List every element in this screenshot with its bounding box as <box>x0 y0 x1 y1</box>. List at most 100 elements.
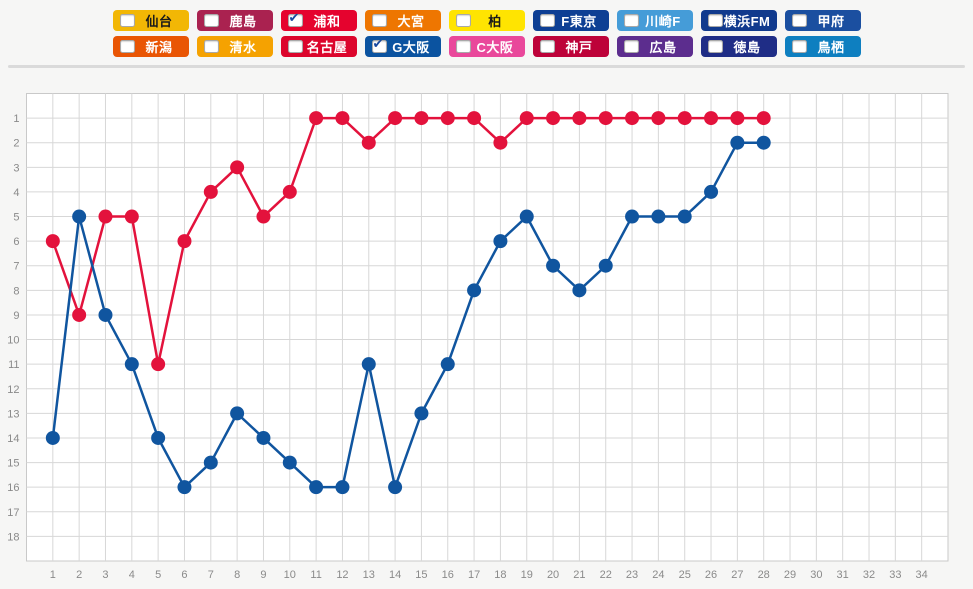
team-toggle-新潟[interactable]: 新潟 <box>112 36 189 57</box>
data-point-G大阪-12 <box>335 480 350 495</box>
team-toggle-浦和[interactable]: ✔ 浦和 <box>280 10 357 31</box>
data-point-G大阪-26 <box>704 184 719 199</box>
y-axis-tick-label: 9 <box>13 310 19 322</box>
data-point-浦和-2 <box>72 307 87 322</box>
team-toggle-川崎F[interactable]: 川崎F <box>616 10 693 31</box>
rank-line-浦和 <box>51 116 765 366</box>
team-toggle-柏[interactable]: 柏 <box>448 10 525 31</box>
checkbox-unchecked-icon[interactable] <box>203 40 219 53</box>
team-label: 清水 <box>229 40 257 55</box>
data-point-浦和-3 <box>98 209 113 224</box>
checkbox-unchecked-icon[interactable] <box>707 40 723 53</box>
x-axis-tick-label: 28 <box>758 569 770 581</box>
team-toggle-仙台[interactable]: 仙台 <box>112 10 189 31</box>
team-toggle-鹿島[interactable]: 鹿島 <box>196 10 273 31</box>
data-point-G大阪-17 <box>467 283 482 298</box>
data-point-G大阪-11 <box>309 480 324 495</box>
rank-line-G大阪 <box>51 141 765 489</box>
y-axis-tick-label: 18 <box>7 531 19 543</box>
data-point-G大阪-18 <box>493 234 508 249</box>
team-toggle-F東京[interactable]: F東京 <box>532 10 609 31</box>
team-toggle-横浜FM[interactable]: 横浜FM <box>700 10 777 31</box>
team-toggle-名古屋[interactable]: 名古屋 <box>280 36 357 57</box>
data-point-浦和-20 <box>546 111 561 126</box>
x-axis-tick-label: 7 <box>208 569 214 581</box>
data-point-浦和-7 <box>203 184 218 199</box>
data-point-浦和-14 <box>388 111 403 126</box>
checkbox-checked-icon[interactable]: ✔ <box>287 11 303 27</box>
data-point-G大阪-9 <box>256 430 271 445</box>
data-point-G大阪-23 <box>625 209 640 224</box>
data-point-G大阪-24 <box>651 209 666 224</box>
team-toggle-甲府[interactable]: 甲府 <box>784 10 861 31</box>
team-toggle-鳥栖[interactable]: 鳥栖 <box>784 36 861 57</box>
rank-chart-svg: 1 2 3 4 5 6 7 8 9 10 11 12 13 14 15 16 17 18 19 20 21 22 23 24 2… <box>7 93 949 581</box>
data-point-浦和-10 <box>282 184 297 199</box>
checkbox-unchecked-icon[interactable] <box>623 40 639 53</box>
checkbox-unchecked-icon[interactable] <box>623 14 639 27</box>
team-toggle-神戸[interactable]: 神戸 <box>532 36 609 57</box>
team-toggle-広島[interactable]: 広島 <box>616 36 693 57</box>
team-toggle-徳島[interactable]: 徳島 <box>700 36 777 57</box>
checkbox-unchecked-icon[interactable] <box>287 40 303 53</box>
legend-row-2: 新潟 清水 名古屋 ✔ G大阪 C大阪 神戸 広島 徳島 鳥栖 <box>0 36 973 57</box>
checkbox-unchecked-icon[interactable] <box>119 14 135 27</box>
data-point-G大阪-7 <box>203 455 218 470</box>
x-axis-tick-label: 33 <box>889 569 901 581</box>
data-point-浦和-16 <box>440 111 455 126</box>
checkbox-unchecked-icon[interactable] <box>203 14 219 27</box>
team-toggle-清水[interactable]: 清水 <box>196 36 273 57</box>
x-axis-tick-label: 19 <box>521 569 533 581</box>
data-point-浦和-13 <box>361 135 376 150</box>
data-point-浦和-21 <box>572 111 587 126</box>
x-axis-tick-label: 34 <box>916 569 928 581</box>
x-axis-tick-label: 8 <box>234 569 240 581</box>
checkbox-unchecked-icon[interactable] <box>539 14 555 27</box>
team-toggle-大宮[interactable]: 大宮 <box>364 10 441 31</box>
x-axis-tick-label: 27 <box>731 569 743 581</box>
x-axis-tick-label: 25 <box>679 569 691 581</box>
y-axis-tick-label: 17 <box>7 507 19 519</box>
x-axis-tick-label: 10 <box>284 569 296 581</box>
data-point-G大阪-27 <box>730 135 745 150</box>
x-axis-tick-label: 18 <box>494 569 506 581</box>
checkbox-unchecked-icon[interactable] <box>455 40 471 53</box>
checkbox-unchecked-icon[interactable] <box>119 40 135 53</box>
checkbox-checked-icon[interactable]: ✔ <box>371 37 387 53</box>
team-label: 横浜FM <box>723 14 771 29</box>
data-point-G大阪-20 <box>546 258 561 273</box>
y-axis-tick-label: 1 <box>13 113 19 125</box>
checkbox-unchecked-icon[interactable] <box>539 40 555 53</box>
data-point-浦和-24 <box>651 111 666 126</box>
y-axis-tick-label: 3 <box>13 162 19 174</box>
checkbox-unchecked-icon[interactable] <box>371 14 387 27</box>
data-point-G大阪-4 <box>124 357 139 372</box>
checkbox-unchecked-icon[interactable] <box>791 14 807 27</box>
team-toggle-G大阪[interactable]: ✔ G大阪 <box>364 36 441 57</box>
checkbox-unchecked-icon[interactable] <box>791 40 807 53</box>
y-axis-tick-label: 15 <box>7 458 19 470</box>
legend-row-1: 仙台 鹿島 ✔ 浦和 大宮 柏 F東京 川崎F 横浜FM 甲府 <box>0 10 973 31</box>
x-axis-tick-label: 1 <box>50 569 56 581</box>
team-label: 川崎F <box>645 14 681 29</box>
data-point-G大阪-25 <box>677 209 692 224</box>
plot-area <box>26 93 949 562</box>
checkbox-unchecked-icon[interactable] <box>707 14 723 27</box>
data-point-G大阪-1 <box>45 430 60 445</box>
data-point-浦和-11 <box>309 111 324 126</box>
legend-separator <box>8 65 965 68</box>
checkbox-unchecked-icon[interactable] <box>455 14 471 27</box>
data-point-浦和-8 <box>230 160 245 175</box>
data-point-浦和-5 <box>151 357 166 372</box>
team-toggle-C大阪[interactable]: C大阪 <box>448 36 525 57</box>
data-point-浦和-6 <box>177 234 192 249</box>
data-point-浦和-15 <box>414 111 429 126</box>
data-point-浦和-19 <box>519 111 534 126</box>
x-axis-tick-label: 22 <box>600 569 612 581</box>
team-label: 鳥栖 <box>817 40 845 55</box>
data-point-G大阪-8 <box>230 406 245 421</box>
x-axis-tick-label: 16 <box>442 569 454 581</box>
data-point-G大阪-19 <box>519 209 534 224</box>
data-point-浦和-23 <box>625 111 640 126</box>
x-axis-tick-label: 24 <box>652 569 664 581</box>
